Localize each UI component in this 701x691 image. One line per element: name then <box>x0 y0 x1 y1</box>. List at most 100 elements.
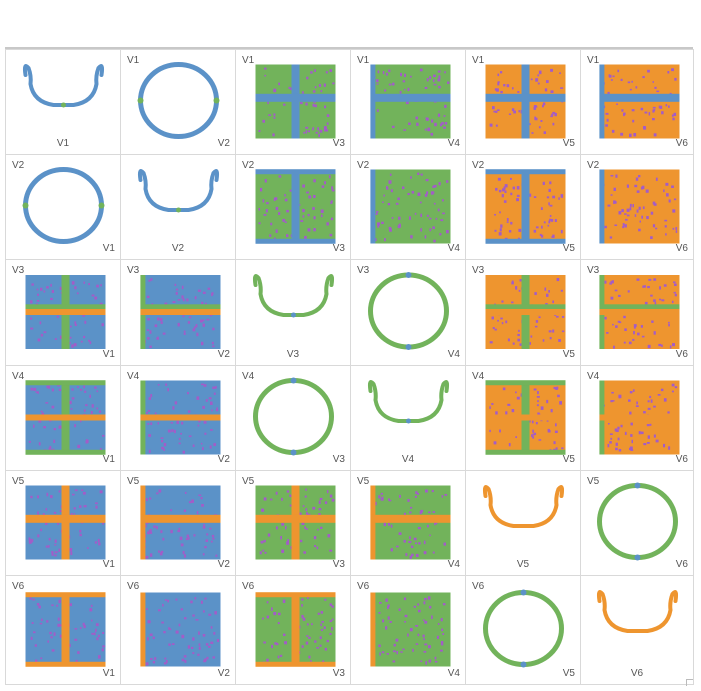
scatter-point <box>183 655 187 658</box>
scatter-point <box>433 74 436 78</box>
scatter-point <box>434 522 436 526</box>
matrix-cell-v2-v1[interactable]: V2 V1 <box>5 154 121 260</box>
matrix-cell-v1-v1[interactable]: V1 <box>5 49 121 155</box>
matrix-cell-v3-v1[interactable]: V3 V1 <box>5 259 121 366</box>
scatter-curve <box>137 169 220 212</box>
matrix-cell-v1-v2[interactable]: V1 V2 <box>120 49 236 155</box>
matrix-cell-v3-v6[interactable]: V3 V6 <box>580 259 694 366</box>
cell-plot <box>370 592 451 667</box>
scatter-point <box>636 401 638 405</box>
matrix-cell-v6-v5[interactable]: V6 V5 <box>465 575 581 685</box>
scatter-point <box>157 422 159 425</box>
scatter-point <box>512 342 515 345</box>
matrix-cell-v4-v6[interactable]: V4 V6 <box>580 365 694 471</box>
scatter-point <box>97 634 100 638</box>
matrix-cell-v1-v4[interactable]: V1 V4 <box>350 49 466 155</box>
scatter-point <box>425 661 427 665</box>
scatter-point <box>618 449 622 452</box>
scatter-point <box>212 345 215 348</box>
scatter-band-horizontal <box>599 309 680 315</box>
matrix-cell-v4-v5[interactable]: V4 V5 <box>465 365 581 471</box>
scatter-point <box>663 398 667 402</box>
scatter-point <box>671 114 674 117</box>
matrix-cell-v4-v2[interactable]: V4 V2 <box>120 365 236 471</box>
scatter-point <box>643 411 646 414</box>
matrix-cell-v3-v2[interactable]: V3 V2 <box>120 259 236 366</box>
scatter-point <box>395 202 399 205</box>
matrix-cell-v6-v6[interactable]: V6 <box>580 575 694 685</box>
matrix-cell-v5-v5[interactable]: V5 <box>465 470 581 576</box>
scatter-point <box>390 548 393 552</box>
scatter-point <box>269 234 272 237</box>
scatter-point <box>306 191 309 194</box>
scatter-point <box>667 71 670 74</box>
scatter-point <box>176 420 179 424</box>
matrix-cell-v6-v3[interactable]: V6 V3 <box>235 575 351 685</box>
matrix-cell-v2-v3[interactable]: V2 V3 <box>235 154 351 260</box>
matrix-cell-v5-v1[interactable]: V5 V1 <box>5 470 121 576</box>
scatter-point <box>100 284 102 287</box>
scatter-point <box>420 213 422 218</box>
resize-corner[interactable] <box>686 679 693 686</box>
scatter-point <box>415 625 419 627</box>
matrix-cell-v2-v6[interactable]: V2 V6 <box>580 154 694 260</box>
matrix-cell-v2-v2[interactable]: V2 <box>120 154 236 260</box>
scatter-ring-accent <box>634 554 641 561</box>
scatter-point <box>159 552 163 556</box>
scatter-point <box>57 617 60 621</box>
matrix-cell-v5-v6[interactable]: V5 V6 <box>580 470 694 576</box>
scatter-point <box>259 551 262 555</box>
scatter-point <box>630 422 633 426</box>
scatter-point <box>308 636 311 639</box>
scatter-points <box>602 383 678 452</box>
matrix-cell-v1-v5[interactable]: V1 V5 <box>465 49 581 155</box>
scatter-band-horizontal <box>140 414 221 421</box>
scatter-point <box>618 321 622 324</box>
matrix-cell-v3-v4[interactable]: V3 V4 <box>350 259 466 366</box>
scatter-point <box>303 131 306 134</box>
matrix-cell-v5-v2[interactable]: V5 V2 <box>120 470 236 576</box>
matrix-cell-v6-v2[interactable]: V6 V2 <box>120 575 236 685</box>
scatter-point <box>266 202 269 205</box>
scatter-point <box>202 447 204 451</box>
scatter-point <box>533 229 537 233</box>
scatter-point <box>301 604 303 607</box>
scatter-point <box>660 388 664 392</box>
matrix-cell-v2-v4[interactable]: V2 V4 <box>350 154 466 260</box>
scatter-point <box>424 597 427 601</box>
scatter-point <box>494 328 497 331</box>
scatter-point <box>200 319 203 323</box>
scatter-point <box>643 285 646 288</box>
matrix-cell-v4-v1[interactable]: V4 V1 <box>5 365 121 471</box>
scatter-point <box>552 195 556 199</box>
scatter-point <box>48 537 51 541</box>
matrix-cell-v5-v4[interactable]: V5 V4 <box>350 470 466 576</box>
matrix-cell-v6-v1[interactable]: V6 V1 <box>5 575 121 685</box>
matrix-cell-v1-v3[interactable]: V1 V3 <box>235 49 351 155</box>
matrix-cell-v4-v3[interactable]: V4 V3 <box>235 365 351 471</box>
scatter-point <box>51 649 55 652</box>
matrix-cell-v2-v5[interactable]: V2 V5 <box>465 154 581 260</box>
matrix-cell-v4-v4[interactable]: V4 <box>350 365 466 471</box>
matrix-cell-v3-v5[interactable]: V3 V5 <box>465 259 581 366</box>
matrix-cell-v6-v4[interactable]: V6 V4 <box>350 575 466 685</box>
scatter-point <box>306 512 308 515</box>
scatter-point <box>171 429 174 433</box>
scatter-point <box>403 539 406 543</box>
scatter-point <box>150 394 153 398</box>
matrix-cell-v3-v3[interactable]: V3 <box>235 259 351 366</box>
row-variable-label: V2 <box>242 160 255 171</box>
scatter-curve <box>252 274 335 317</box>
scatter-point <box>205 302 207 306</box>
matrix-cell-v5-v3[interactable]: V5 V3 <box>235 470 351 576</box>
row-variable-label: V3 <box>127 265 140 276</box>
scatter-point <box>37 495 39 499</box>
scatter-point <box>673 198 677 201</box>
matrix-cell-v1-v6[interactable]: V1 V6 <box>580 49 694 155</box>
scatter-point <box>528 123 531 126</box>
scatter-point <box>671 185 674 188</box>
scatter-point <box>146 498 148 502</box>
scatter-point <box>417 172 420 175</box>
scatter-curve <box>367 380 450 423</box>
scatter-point <box>414 212 417 215</box>
